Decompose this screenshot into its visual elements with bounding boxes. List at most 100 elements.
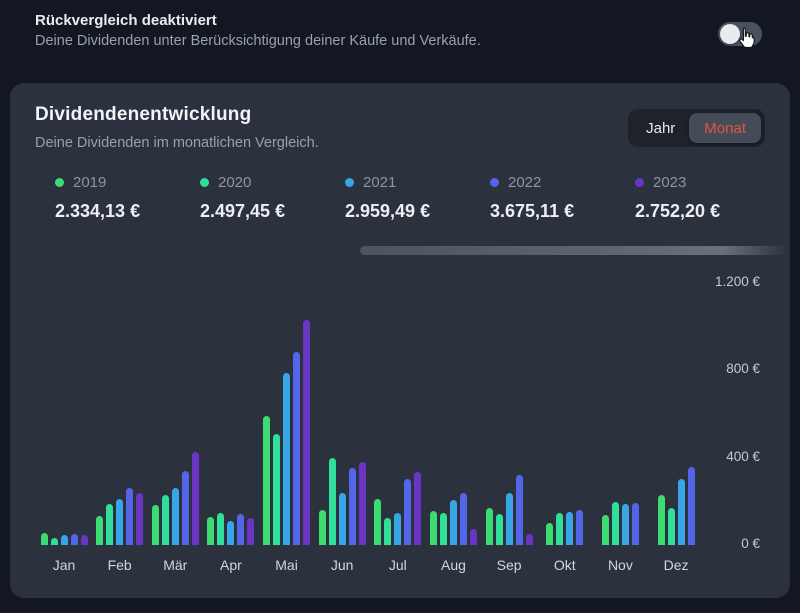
- bar-2019-Nov[interactable]: [601, 514, 609, 545]
- legend-dot-icon: [635, 178, 644, 187]
- bar-2020-Feb[interactable]: [106, 504, 114, 545]
- bar-2022-Jul[interactable]: [404, 478, 412, 545]
- legend-item-2022[interactable]: 2022 3.675,11 €: [490, 174, 635, 222]
- bar-2021-Apr[interactable]: [227, 520, 235, 545]
- bar-2021-Jun[interactable]: [338, 492, 346, 545]
- legend-total: 2.334,13 €: [55, 201, 141, 221]
- bar-2023-Sep[interactable]: [525, 534, 533, 545]
- bar-2019-Dez[interactable]: [657, 494, 665, 545]
- bar-2022-Feb[interactable]: [126, 487, 134, 545]
- bar-2022-Mär[interactable]: [181, 470, 189, 545]
- bar-2022-Sep[interactable]: [515, 475, 523, 545]
- bar-2019-Aug[interactable]: [430, 510, 437, 545]
- bar-2019-Sep[interactable]: [485, 508, 493, 545]
- bar-2023-Jan[interactable]: [80, 534, 88, 545]
- bar-2019-Okt[interactable]: [546, 522, 554, 545]
- x-axis-label-Mär: Mär: [163, 557, 188, 573]
- legend-dot-icon: [490, 178, 499, 187]
- bar-2019-Jun[interactable]: [318, 510, 326, 545]
- bar-2020-Dez[interactable]: [667, 507, 675, 545]
- legend-item-2021[interactable]: 2021 2.959,49 €: [345, 174, 490, 222]
- x-axis-label-Okt: Okt: [553, 557, 576, 573]
- chart-scrollbar-thumb[interactable]: [360, 246, 788, 255]
- legend-dot-icon: [55, 178, 64, 187]
- view-switch: Jahr Monat: [628, 109, 765, 147]
- bar-2022-Apr[interactable]: [237, 513, 245, 545]
- bar-2021-Dez[interactable]: [677, 479, 685, 545]
- x-axis-label-Nov: Nov: [607, 557, 633, 573]
- legend-item-2023[interactable]: 2023 2.752,20 €: [635, 174, 780, 222]
- x-axis-label-Sep: Sep: [496, 557, 522, 573]
- x-axis-label-Dez: Dez: [663, 557, 689, 573]
- toggle-subtitle: Deine Dividenden unter Berücksichtigung …: [35, 33, 481, 49]
- bar-2023-Mai[interactable]: [303, 319, 311, 545]
- legend-item-2020[interactable]: 2020 2.497,45 €: [200, 174, 345, 222]
- bar-2023-Feb[interactable]: [136, 492, 144, 545]
- legend-dot-icon: [200, 178, 209, 187]
- x-axis-label-Jan: Jan: [52, 557, 76, 573]
- x-axis-label-Jun: Jun: [330, 557, 354, 573]
- bar-2023-Jun[interactable]: [358, 461, 366, 545]
- x-axis-label-Aug: Aug: [441, 557, 466, 573]
- toggle-knob: [720, 24, 740, 44]
- bar-2019-Mär[interactable]: [151, 505, 159, 545]
- y-axis-tick: 0 €: [741, 536, 760, 551]
- card-title: Dividendenentwicklung: [35, 104, 252, 125]
- legend-year: 2020: [218, 174, 252, 191]
- bar-2022-Okt[interactable]: [576, 510, 584, 545]
- bar-2021-Jan[interactable]: [60, 534, 68, 545]
- bar-2021-Sep[interactable]: [505, 492, 513, 545]
- legend-year: 2019: [73, 174, 107, 191]
- bar-2019-Mai[interactable]: [263, 415, 271, 545]
- view-switch-monat[interactable]: Monat: [689, 113, 761, 143]
- bar-2020-Mai[interactable]: [273, 434, 281, 545]
- chart-legend: 2019 2.334,13 € 2020 2.497,45 € 2021 2.959,49…: [55, 174, 780, 222]
- toggle-title: Rückvergleich deaktiviert: [35, 12, 217, 29]
- bar-2020-Jun[interactable]: [328, 457, 336, 545]
- y-axis-tick: 400 €: [726, 448, 760, 464]
- legend-item-2019[interactable]: 2019 2.334,13 €: [55, 174, 200, 222]
- bar-2022-Jan[interactable]: [70, 534, 78, 545]
- bar-2021-Mär[interactable]: [171, 488, 179, 545]
- bar-2021-Feb[interactable]: [116, 499, 124, 545]
- card-subtitle: Deine Dividenden im monatlichen Vergleic…: [35, 135, 319, 151]
- bar-2021-Okt[interactable]: [566, 512, 574, 545]
- dividend-card: Dividendenentwicklung Deine Dividenden i…: [10, 83, 790, 598]
- bar-2020-Apr[interactable]: [217, 512, 225, 545]
- bar-2020-Jul[interactable]: [384, 518, 392, 545]
- bar-2019-Feb[interactable]: [96, 515, 104, 545]
- legend-total: 2.752,20 €: [635, 201, 721, 221]
- bar-2023-Apr[interactable]: [247, 518, 255, 545]
- legend-total: 2.497,45 €: [200, 201, 286, 221]
- bar-2020-Sep[interactable]: [495, 513, 503, 545]
- x-axis-label-Feb: Feb: [107, 557, 132, 573]
- x-axis-label-Mai: Mai: [275, 557, 298, 573]
- bar-2022-Nov[interactable]: [631, 503, 639, 545]
- bar-2022-Jun[interactable]: [348, 468, 356, 545]
- bar-2020-Okt[interactable]: [556, 513, 564, 545]
- bar-2022-Aug[interactable]: [460, 492, 467, 545]
- bar-2021-Jul[interactable]: [394, 513, 402, 545]
- bar-2019-Jan[interactable]: [40, 533, 48, 545]
- bar-2021-Mai[interactable]: [283, 373, 291, 545]
- bar-2019-Jul[interactable]: [374, 499, 382, 545]
- x-axis-label-Apr: Apr: [220, 557, 242, 573]
- bar-2020-Jan[interactable]: [50, 538, 58, 545]
- bar-2023-Jul[interactable]: [414, 472, 422, 545]
- bar-2023-Aug[interactable]: [470, 529, 477, 545]
- bar-2020-Aug[interactable]: [440, 512, 447, 545]
- bar-2022-Mai[interactable]: [293, 351, 301, 545]
- bar-2020-Nov[interactable]: [611, 502, 619, 545]
- bar-2019-Apr[interactable]: [207, 516, 215, 545]
- legend-total: 3.675,11 €: [490, 201, 575, 221]
- bar-2020-Mär[interactable]: [161, 494, 169, 545]
- bar-2023-Mär[interactable]: [191, 452, 199, 545]
- bar-2022-Dez[interactable]: [687, 467, 695, 545]
- bar-2021-Aug[interactable]: [450, 499, 457, 545]
- view-switch-jahr[interactable]: Jahr: [632, 113, 689, 143]
- rueckvergleich-toggle[interactable]: [718, 22, 762, 49]
- legend-year: 2021: [363, 174, 397, 191]
- bar-chart: 0 € 400 € 800 € 1.200 € Jan Feb Mär Apr Mai Jun Ju…: [10, 261, 790, 591]
- bar-2021-Nov[interactable]: [621, 504, 629, 545]
- x-axis-label-Jul: Jul: [388, 557, 407, 573]
